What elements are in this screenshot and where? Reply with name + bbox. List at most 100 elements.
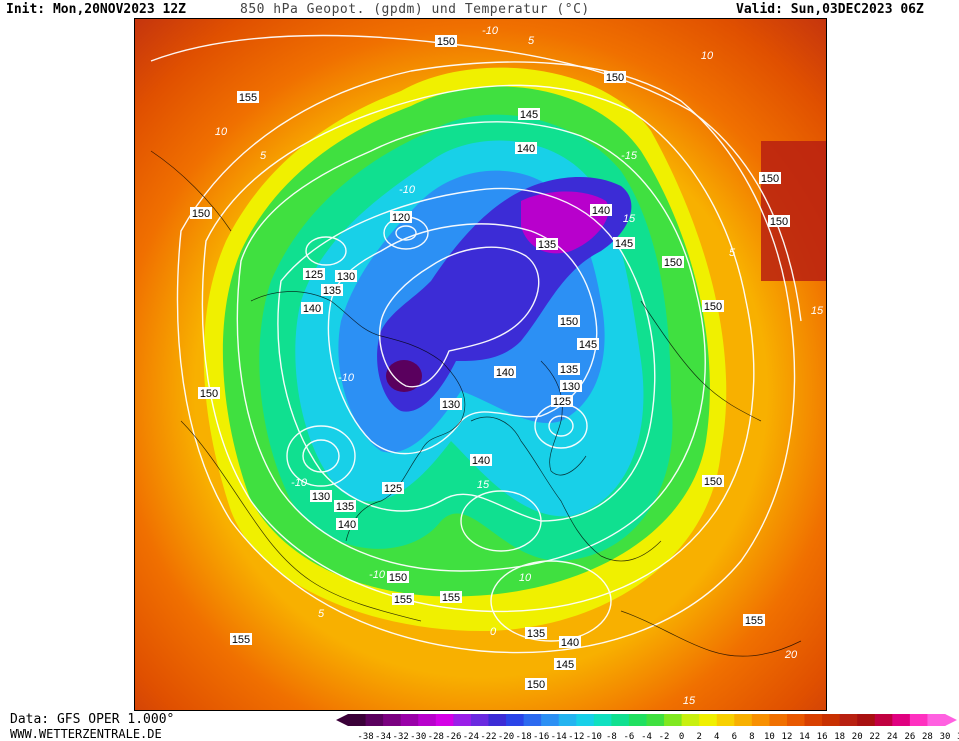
colorbar-swatch — [664, 714, 683, 726]
temperature-label: 5 — [528, 35, 535, 47]
colorbar-swatch — [506, 714, 525, 726]
contour-line — [277, 187, 656, 522]
colorbar-tick-labels: -38 -34 -32 -30 -28 -26 -24 -22 -20 -18 -16 -14 -12-… — [357, 732, 959, 741]
contour-low-center — [302, 439, 340, 473]
geopotential-label-box — [515, 142, 537, 154]
colorbar-tick-label: 8 — [749, 732, 754, 741]
colorbar-tick-label: -8 — [606, 732, 617, 741]
colorbar-tick-label: 18 — [834, 732, 845, 741]
geopotential-contours — [150, 34, 802, 654]
colorbar-swatch — [418, 714, 437, 726]
geopotential-label-text: 140 — [592, 205, 610, 217]
map-header: Init: Mon,20NOV2023 12Z 850 hPa Geopot. … — [0, 0, 959, 18]
colorbar-tick-label: 28 — [922, 732, 933, 741]
geopotential-label-text: 150 — [200, 388, 218, 400]
geopotential-label: 150 — [662, 256, 684, 269]
geopotential-label-text: 150 — [770, 216, 788, 228]
geopotential-label: 130 — [310, 490, 332, 503]
geopotential-label-text: 140 — [517, 143, 535, 155]
contour-low-center — [286, 425, 356, 487]
colorbar-tick-label: -10 — [586, 732, 602, 741]
colorbar-tick-label: 30 — [940, 732, 951, 741]
contour-low-center — [395, 225, 417, 241]
colorbar-swatch — [892, 714, 911, 726]
temperature-label: 5 — [260, 150, 267, 162]
colorbar-swatch — [348, 714, 367, 726]
geopotential-label: 125 — [382, 482, 404, 495]
colorbar-tick-label: 6 — [732, 732, 737, 741]
geopotential-label: 140 — [336, 518, 358, 531]
geopotential-label-text: 145 — [615, 238, 633, 250]
geopotential-label-text: 150 — [527, 679, 545, 691]
geopotential-label-box — [613, 237, 635, 249]
geopotential-label-text: 155 — [745, 615, 763, 627]
temperature-label: -10 — [291, 477, 308, 489]
colorbar-tick-label: 4 — [714, 732, 719, 741]
geopotential-label-text: 125 — [553, 396, 571, 408]
geopotential-label: 135 — [525, 627, 547, 640]
contour-low-center — [305, 236, 347, 266]
colorbar-tick-label: 0 — [679, 732, 684, 741]
init-time: Init: Mon,20NOV2023 12Z — [6, 2, 187, 17]
colorbar-tick-label: -26 — [445, 732, 461, 741]
geopotential-label-box — [321, 284, 343, 296]
temperature-core-purple — [386, 360, 422, 392]
colorbar-swatch — [646, 714, 665, 726]
geopotential-label: 155 — [743, 614, 765, 627]
geopotential-label: 125 — [303, 268, 325, 281]
coastline — [640, 300, 762, 422]
colorbar-tick-label: -12 — [568, 732, 584, 741]
colorbar-swatch — [681, 714, 700, 726]
colorbar-swatch — [611, 714, 630, 726]
geopotential-label-text: 140 — [472, 455, 490, 467]
geopotential-label-box — [559, 636, 581, 648]
colorbar-swatch — [839, 714, 858, 726]
colorbar-tick-label: 26 — [904, 732, 915, 741]
geopotential-label-text: 135 — [323, 285, 341, 297]
geopotential-label: 150 — [198, 387, 220, 400]
colorbar-tick-label: 22 — [869, 732, 880, 741]
weather-map[interactable]: 150 150 155 145 140 150 150 140 150 120 135 145 150 1… — [134, 18, 827, 711]
colorbar-swatch — [470, 714, 489, 726]
geopotential-label-box — [662, 256, 684, 268]
website-link[interactable]: WWW.WETTERZENTRALE.DE — [10, 727, 162, 741]
geopotential-label-box — [470, 454, 492, 466]
geopotential-label: 150 — [759, 172, 781, 185]
geopotential-label-box — [518, 108, 540, 120]
geopotential-label-text: 140 — [561, 637, 579, 649]
geopotential-label: 135 — [334, 500, 356, 513]
geopotential-label-box — [743, 614, 765, 626]
contour-line — [379, 246, 540, 388]
colorbar-swatch — [541, 714, 560, 726]
colorbar-tick-label: 16 — [817, 732, 828, 741]
geopotential-label-box — [525, 627, 547, 639]
geopotential-label-box — [759, 172, 781, 184]
geopotential-label: 130 — [560, 380, 582, 393]
colorbar-swatch — [857, 714, 876, 726]
coastline — [620, 610, 802, 657]
colorbar-tick-label: -32 — [393, 732, 409, 741]
geopotential-label-box — [536, 238, 558, 250]
geopotential-label: 145 — [518, 108, 540, 121]
colorbar-swatch — [453, 714, 472, 726]
colorbar-swatch — [488, 714, 507, 726]
contour-low-center — [460, 490, 542, 552]
geopotential-label-text: 150 — [704, 301, 722, 313]
contour-line — [201, 84, 755, 613]
geopotential-label: 145 — [554, 658, 576, 671]
colorbar-swatch — [628, 714, 647, 726]
geopotential-label-box — [310, 490, 332, 502]
coastline — [470, 416, 662, 562]
geopotential-label-text: 130 — [312, 491, 330, 503]
geopotential-label: 125 — [551, 395, 573, 408]
coastline — [180, 420, 422, 622]
geopotential-label-text: 155 — [442, 592, 460, 604]
colorbar-tick-label: -14 — [551, 732, 567, 741]
geopotential-label: 155 — [237, 91, 259, 104]
geopotential-label-box — [230, 633, 252, 645]
geopotential-label-text: 135 — [336, 501, 354, 513]
geopotential-label-box — [554, 658, 576, 670]
geopotential-label-text: 135 — [560, 364, 578, 376]
